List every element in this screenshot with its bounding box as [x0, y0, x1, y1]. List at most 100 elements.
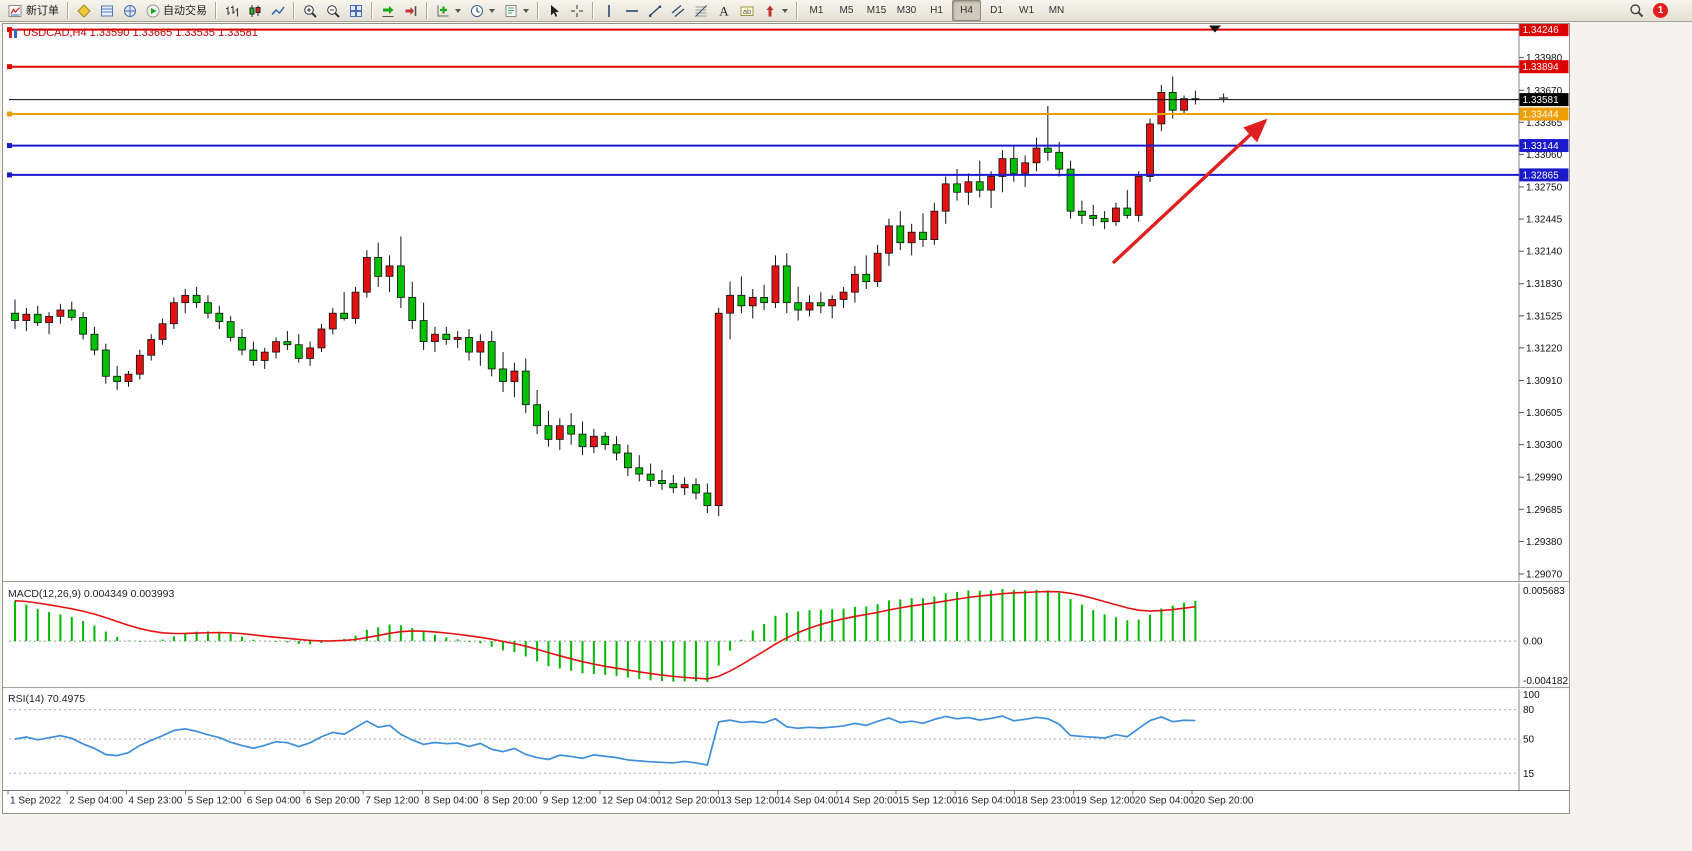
candle — [419, 302, 428, 350]
timeframe-h1[interactable]: H1 — [922, 0, 951, 21]
candlestick-series — [11, 76, 1200, 517]
toolbar-button-auto-scroll[interactable] — [377, 0, 399, 21]
toolbar-button-periods[interactable] — [466, 0, 499, 21]
chevron-down-icon — [523, 8, 529, 13]
toolbar-button-new-order[interactable]: 新订单 — [4, 0, 63, 21]
timeframe-h4[interactable]: H4 — [952, 0, 981, 21]
svg-text:1.29070: 1.29070 — [1526, 569, 1563, 580]
trend-arrow-annotation[interactable] — [1111, 118, 1268, 265]
hline-objects — [7, 27, 1519, 178]
svg-text:1.32750: 1.32750 — [1526, 182, 1563, 193]
toolbar-button-line-chart[interactable] — [267, 0, 289, 21]
toolbar-button-text-label[interactable]: ab — [736, 0, 758, 21]
vertical-line-icon — [602, 4, 616, 18]
zoom-out-icon — [326, 4, 340, 18]
candle — [624, 444, 632, 477]
candle — [896, 211, 905, 251]
timeframe-m30[interactable]: M30 — [892, 0, 921, 21]
toolbar-button-zoom-out[interactable] — [322, 0, 344, 21]
svg-text:ab: ab — [743, 6, 751, 15]
chart-window-usdcad-h4: USDCAD,H4 1.33590 1.33665 1.33535 1.3358… — [2, 23, 1570, 814]
candle — [1112, 202, 1120, 226]
toolbar-button-zoom-in[interactable] — [299, 0, 321, 21]
svg-text:1.32140: 1.32140 — [1526, 247, 1563, 258]
candle — [714, 307, 723, 517]
arrows-icon — [763, 4, 777, 18]
svg-text:1.33980: 1.33980 — [1526, 53, 1563, 64]
timeframe-d1[interactable]: D1 — [982, 0, 1011, 21]
svg-text:12 Sep 20:00: 12 Sep 20:00 — [661, 796, 721, 807]
hline-handle[interactable] — [7, 111, 12, 117]
toolbar-button-label: H1 — [930, 4, 943, 16]
candle — [385, 255, 394, 293]
macd-panel: 0.005683 0.00 -0.004182 — [9, 586, 1568, 687]
toolbar-separator — [293, 2, 295, 19]
toolbar-button-label: 自动交易 — [163, 4, 207, 17]
toolbar-button-equidistant-channel[interactable] — [667, 0, 689, 21]
toolbar-button-market-watch[interactable] — [96, 0, 118, 21]
hline-handle[interactable] — [7, 27, 12, 33]
candle — [805, 295, 814, 317]
price-tag: 1.33894 — [1519, 60, 1569, 74]
svg-text:9 Sep 12:00: 9 Sep 12:00 — [543, 796, 597, 807]
candle — [635, 455, 644, 482]
toolbar-button-autotrading[interactable]: 自动交易 — [142, 0, 211, 21]
timeframe-m5[interactable]: M5 — [832, 0, 861, 21]
toolbar-button-search[interactable] — [1625, 0, 1648, 21]
svg-text:1.31830: 1.31830 — [1526, 279, 1563, 290]
notification-badge[interactable]: 1 — [1653, 3, 1668, 18]
candle — [533, 389, 541, 435]
toolbar-button-tile-windows[interactable] — [345, 0, 367, 21]
svg-text:20 Sep 20:00: 20 Sep 20:00 — [1194, 796, 1254, 807]
toolbar-button-text[interactable]: A — [713, 0, 735, 21]
candle — [555, 418, 564, 450]
candle — [851, 265, 859, 303]
macd-scale: 0.005683 0.00 -0.004182 — [1523, 586, 1568, 687]
toolbar-button-bar-chart[interactable] — [221, 0, 243, 21]
candle — [442, 326, 451, 345]
hline-handle[interactable] — [7, 64, 12, 70]
candle — [1009, 144, 1018, 182]
toolbar-button-trend-line[interactable] — [644, 0, 666, 21]
toolbar-button-chart-shift[interactable] — [400, 0, 422, 21]
svg-text:18 Sep 23:00: 18 Sep 23:00 — [1016, 796, 1076, 807]
hline-handle[interactable] — [7, 172, 12, 178]
zoom-in-icon — [303, 4, 317, 18]
timeframe-w1[interactable]: W1 — [1012, 0, 1041, 21]
candle — [215, 305, 224, 329]
toolbar-button-data-window[interactable] — [119, 0, 141, 21]
toolbar-button-arrows[interactable] — [759, 0, 792, 21]
svg-text:1.29990: 1.29990 — [1526, 473, 1563, 484]
toolbar-button-metaeditor[interactable] — [73, 0, 95, 21]
svg-text:14 Sep 04:00: 14 Sep 04:00 — [780, 796, 840, 807]
candle — [726, 281, 734, 340]
macd-signal-line — [14, 590, 1196, 680]
hline-handle[interactable] — [7, 143, 12, 149]
candle — [680, 477, 689, 496]
svg-text:1.30300: 1.30300 — [1526, 440, 1563, 451]
svg-text:1.32445: 1.32445 — [1526, 215, 1563, 226]
toolbar-button-indicators[interactable] — [432, 0, 465, 21]
timeframe-mn[interactable]: MN — [1042, 0, 1071, 21]
toolbar-button-crosshair[interactable] — [566, 0, 588, 21]
svg-text:1.32865: 1.32865 — [1523, 170, 1560, 181]
toolbar-button-vertical-line[interactable] — [598, 0, 620, 21]
toolbar-button-candle-chart[interactable] — [244, 0, 266, 21]
toolbar-button-templates[interactable] — [500, 0, 533, 21]
svg-text:4 Sep 23:00: 4 Sep 23:00 — [128, 796, 182, 807]
toolbar-separator — [371, 2, 373, 19]
toolbar-button-fibonacci[interactable] — [690, 0, 712, 21]
templates-icon — [504, 4, 518, 18]
candle — [816, 292, 825, 314]
candle — [601, 432, 610, 450]
toolbar-button-cursor[interactable] — [543, 0, 565, 21]
timeframe-m1[interactable]: M1 — [802, 0, 831, 21]
toolbar-button-horizontal-line[interactable] — [621, 0, 643, 21]
svg-text:80: 80 — [1523, 705, 1535, 716]
svg-text:100: 100 — [1523, 690, 1540, 701]
timeframe-m15[interactable]: M15 — [862, 0, 891, 21]
svg-text:1.33581: 1.33581 — [1523, 95, 1560, 106]
candle — [272, 337, 280, 359]
candle — [919, 213, 927, 247]
svg-text:20 Sep 04:00: 20 Sep 04:00 — [1135, 796, 1195, 807]
